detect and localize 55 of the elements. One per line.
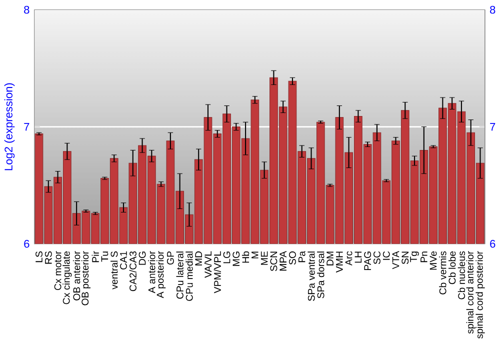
x-tick-label: OB anterior [72, 250, 80, 300]
x-tick-label: LH [354, 252, 362, 262]
x-tick-label: CA1 [120, 251, 127, 270]
y-tick-label: 7 [24, 122, 30, 130]
x-tick-label: MG [232, 251, 240, 266]
x-tick-label: MD [195, 251, 202, 266]
x-tick-label: DG [138, 252, 146, 265]
x-tick-label: Cb vermis [439, 251, 446, 294]
x-tick-label: VPM/VPL [214, 251, 221, 294]
x-tick-label: LS [36, 251, 42, 262]
x-tick-label: A posterior [156, 250, 166, 298]
x-tick-label: Cx motor [54, 250, 62, 290]
x-tick-label: GP [166, 251, 174, 264]
x-tick-label: ventral S [110, 251, 118, 290]
x-tick-label: Pn [420, 251, 428, 262]
x-tick-label: OB posterior [81, 250, 90, 306]
x-tick-label: Tu [101, 251, 108, 262]
x-tick-label: SO [289, 251, 296, 264]
x-tick-label: SPa dorsal [317, 251, 324, 298]
x-tick-label: VMH [336, 252, 343, 272]
x-tick-label: LG [223, 252, 230, 263]
y2-tick-label: 6 [490, 240, 496, 248]
x-tick-label: ME [260, 251, 268, 265]
x-tick-label: Cx cingulate [62, 251, 72, 304]
y-axis-title: Log2 (expression) [4, 83, 15, 170]
x-tick-label: Arc [345, 251, 352, 266]
y2-tick-label: 8 [490, 6, 496, 14]
x-tick-label: Tg [410, 251, 419, 262]
y2-tick-label: 7 [490, 122, 496, 130]
x-tick-label: MPA [280, 250, 286, 270]
x-tick-label: A anterior [148, 250, 156, 294]
x-tick-label: VTA [392, 250, 400, 269]
x-tick-label: spinal cord anterior [466, 250, 476, 334]
x-tick-label: MVe [430, 251, 437, 270]
x-tick-label: VA/VL [204, 251, 212, 278]
x-tick-label: Pir [92, 250, 99, 262]
x-tick-label: IC [382, 251, 390, 260]
x-tick-label: SPa ventral [308, 251, 315, 301]
x-tick-label: SN [402, 252, 409, 264]
y-tick-label: 6 [24, 240, 30, 248]
x-tick-label: Hb [242, 251, 250, 262]
x-tick-label: Cb nucleus [458, 251, 466, 300]
x-tick-label: SCN [270, 252, 278, 271]
x-tick-label: spinal cord posterior [476, 250, 485, 338]
x-tick-label: CPu lateral [176, 251, 184, 299]
x-tick-label: Pa [298, 250, 306, 262]
x-tick-label: M [252, 252, 258, 258]
x-tick-label: CPu medial [186, 251, 193, 301]
x-tick-label: SC [374, 251, 380, 264]
x-tick-label: PAG [364, 251, 372, 270]
x-tick-label: DM [326, 252, 334, 266]
y-tick-label: 8 [24, 6, 30, 14]
x-tick-label: Cb lobe [448, 251, 456, 284]
x-tick-label: RS [44, 251, 52, 264]
x-tick-label: CA2/CA3 [129, 251, 136, 291]
